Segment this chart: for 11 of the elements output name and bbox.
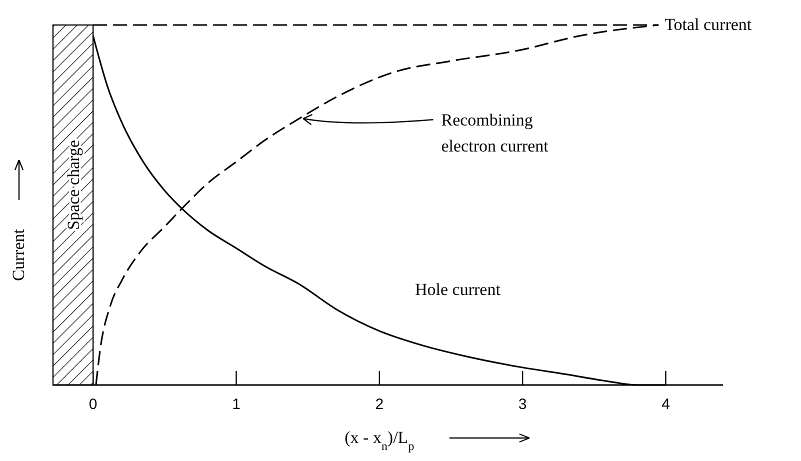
annotation: Recombining electron current (441, 110, 549, 156)
annotation: Hole current (415, 280, 501, 299)
x-axis-title: (x - x$_{n}$)/L$_{p}$ (344, 428, 414, 453)
annotation: Total current (664, 15, 752, 34)
x-tick-label: 1 (232, 396, 240, 413)
x-tick-label: 2 (375, 396, 384, 413)
x-tick-label: 4 (662, 396, 670, 413)
band-label: Space charge (64, 140, 84, 230)
x-tick-label: 3 (518, 396, 527, 413)
y-axis-title: Current (9, 228, 28, 281)
x-tick-label: 0 (88, 396, 98, 413)
